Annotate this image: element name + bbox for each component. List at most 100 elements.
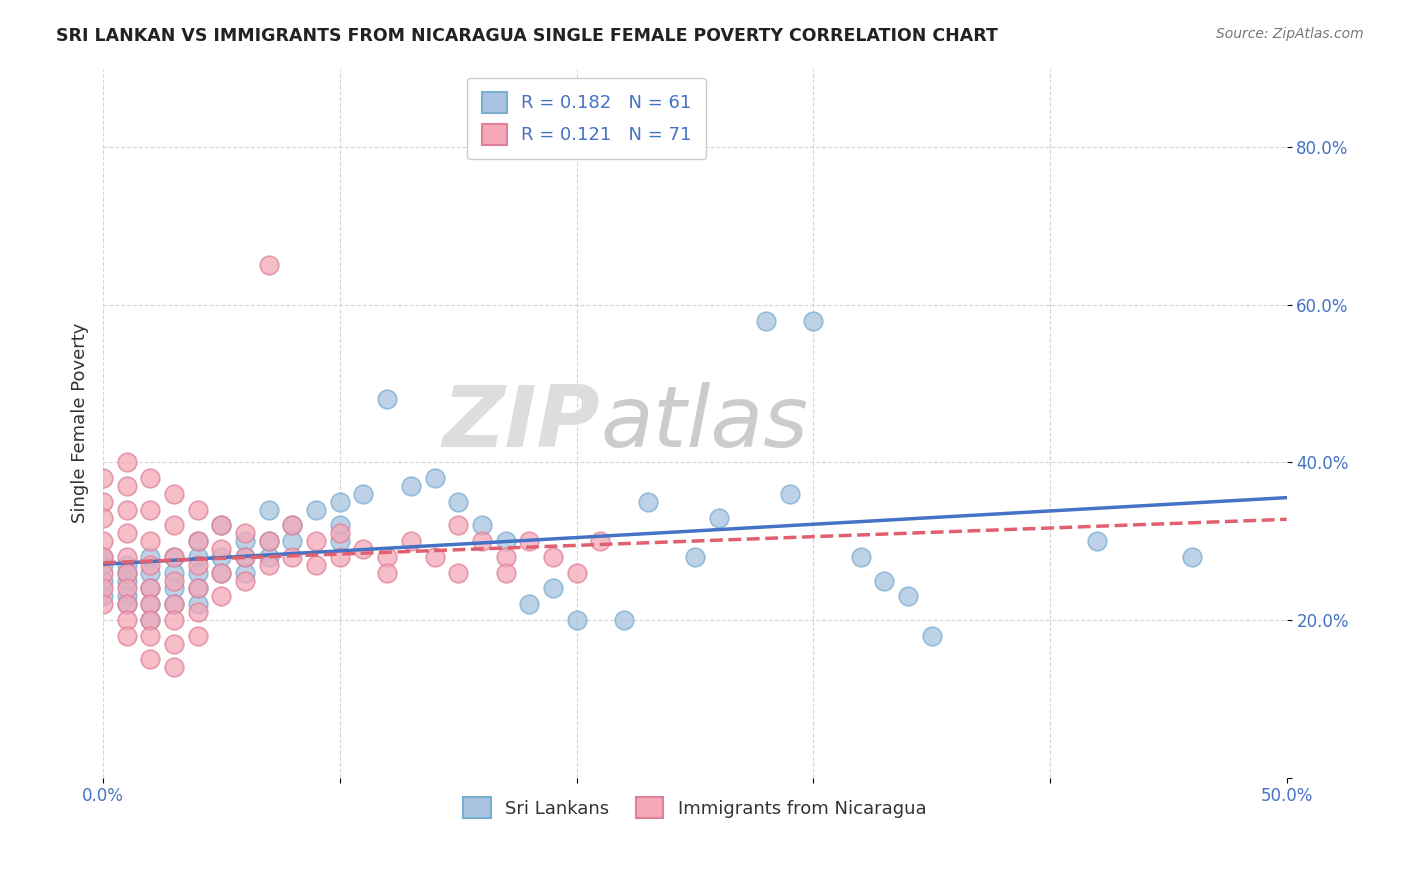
- Point: [139, 597, 162, 611]
- Point: [233, 566, 256, 580]
- Point: [139, 613, 162, 627]
- Point: [495, 534, 517, 549]
- Point: [163, 566, 186, 580]
- Point: [115, 526, 138, 541]
- Y-axis label: Single Female Poverty: Single Female Poverty: [72, 323, 89, 524]
- Point: [211, 566, 233, 580]
- Point: [1181, 549, 1204, 564]
- Point: [257, 549, 280, 564]
- Point: [91, 574, 114, 588]
- Point: [305, 558, 328, 572]
- Point: [257, 259, 280, 273]
- Point: [91, 549, 114, 564]
- Point: [187, 582, 209, 596]
- Point: [233, 526, 256, 541]
- Text: ZIP: ZIP: [443, 382, 600, 465]
- Point: [91, 558, 114, 572]
- Point: [91, 549, 114, 564]
- Point: [187, 534, 209, 549]
- Point: [281, 534, 304, 549]
- Point: [163, 518, 186, 533]
- Point: [257, 558, 280, 572]
- Point: [139, 613, 162, 627]
- Point: [163, 597, 186, 611]
- Point: [139, 534, 162, 549]
- Point: [211, 542, 233, 557]
- Point: [139, 582, 162, 596]
- Point: [423, 471, 446, 485]
- Point: [755, 313, 778, 327]
- Point: [375, 549, 398, 564]
- Point: [187, 597, 209, 611]
- Point: [305, 534, 328, 549]
- Point: [517, 534, 540, 549]
- Point: [779, 487, 801, 501]
- Point: [115, 549, 138, 564]
- Point: [139, 558, 162, 572]
- Point: [329, 549, 352, 564]
- Point: [163, 574, 186, 588]
- Point: [187, 629, 209, 643]
- Point: [211, 518, 233, 533]
- Point: [471, 518, 494, 533]
- Point: [305, 502, 328, 516]
- Legend: Sri Lankans, Immigrants from Nicaragua: Sri Lankans, Immigrants from Nicaragua: [456, 790, 934, 825]
- Point: [139, 566, 162, 580]
- Point: [115, 597, 138, 611]
- Point: [91, 590, 114, 604]
- Point: [187, 534, 209, 549]
- Point: [447, 495, 470, 509]
- Point: [707, 510, 730, 524]
- Point: [115, 629, 138, 643]
- Point: [187, 566, 209, 580]
- Point: [115, 566, 138, 580]
- Point: [399, 479, 422, 493]
- Point: [115, 590, 138, 604]
- Point: [91, 566, 114, 580]
- Point: [329, 495, 352, 509]
- Point: [163, 487, 186, 501]
- Point: [115, 558, 138, 572]
- Point: [281, 549, 304, 564]
- Point: [447, 518, 470, 533]
- Point: [801, 313, 824, 327]
- Point: [921, 629, 943, 643]
- Point: [115, 566, 138, 580]
- Point: [233, 534, 256, 549]
- Point: [187, 549, 209, 564]
- Point: [91, 471, 114, 485]
- Point: [897, 590, 920, 604]
- Point: [495, 549, 517, 564]
- Point: [163, 597, 186, 611]
- Point: [115, 502, 138, 516]
- Point: [257, 534, 280, 549]
- Point: [91, 597, 114, 611]
- Point: [375, 566, 398, 580]
- Point: [873, 574, 896, 588]
- Point: [91, 582, 114, 596]
- Point: [565, 566, 588, 580]
- Point: [541, 582, 564, 596]
- Point: [517, 597, 540, 611]
- Point: [211, 549, 233, 564]
- Point: [849, 549, 872, 564]
- Point: [375, 392, 398, 407]
- Point: [115, 582, 138, 596]
- Text: atlas: atlas: [600, 382, 808, 465]
- Point: [187, 605, 209, 619]
- Text: Source: ZipAtlas.com: Source: ZipAtlas.com: [1216, 27, 1364, 41]
- Point: [637, 495, 659, 509]
- Point: [115, 613, 138, 627]
- Point: [139, 597, 162, 611]
- Point: [495, 566, 517, 580]
- Point: [139, 502, 162, 516]
- Point: [163, 660, 186, 674]
- Point: [257, 502, 280, 516]
- Point: [589, 534, 612, 549]
- Point: [163, 549, 186, 564]
- Point: [139, 652, 162, 666]
- Point: [91, 495, 114, 509]
- Point: [187, 582, 209, 596]
- Point: [163, 637, 186, 651]
- Point: [163, 613, 186, 627]
